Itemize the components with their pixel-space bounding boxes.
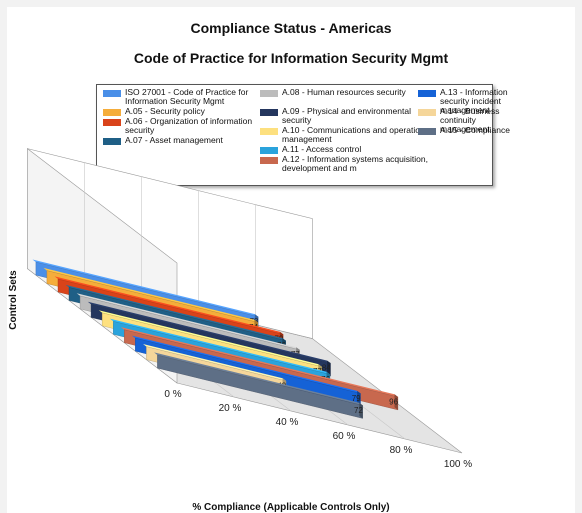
legend-label: A.13 - Information security incident man… — [440, 87, 508, 115]
legend-label: A.09 - Physical and environmental securi… — [282, 106, 411, 125]
legend-label: ISO 27001 - Code of Practice for Informa… — [125, 87, 249, 106]
x-tick-label: 20 % — [219, 403, 242, 414]
legend-item: A.14 - Business continuity management — [418, 107, 510, 134]
legend-swatch — [260, 90, 278, 97]
x-tick-label: 0 % — [164, 389, 181, 400]
legend-label: A.10 - Communications and operations man… — [282, 125, 429, 144]
x-axis-label: % Compliance (Applicable Controls Only) — [192, 502, 390, 513]
legend-swatch — [103, 138, 121, 145]
legend-label: A.06 - Organization of information secur… — [125, 116, 253, 135]
x-tick-label: 40 % — [276, 417, 299, 428]
bar-end — [359, 402, 363, 419]
legend-item: A.11 - Access control — [260, 145, 434, 154]
legend-label: A.12 - Information systems acquisition, … — [282, 154, 428, 173]
legend-label: A.11 - Access control — [282, 144, 362, 154]
legend-swatch — [260, 157, 278, 164]
bar-top — [76, 293, 300, 350]
chart-title: Compliance Status - Americas — [190, 20, 392, 36]
chart-legend: ISO 27001 - Code of Practice for Informa… — [96, 84, 510, 186]
bar-top — [32, 259, 259, 317]
bar-top — [120, 327, 398, 397]
legend-swatch — [260, 147, 278, 154]
legend-swatch — [103, 119, 121, 126]
legend-item: A.07 - Asset management — [103, 136, 275, 145]
y-axis-label: Control Sets — [8, 270, 19, 330]
legend-label: A.14 - Business continuity management — [440, 106, 500, 134]
bar-top — [154, 352, 363, 406]
bar-top — [109, 318, 330, 375]
legend-item: ISO 27001 - Code of Practice for Informa… — [103, 88, 275, 106]
legend-swatch — [260, 128, 278, 135]
legend-swatch — [260, 109, 278, 116]
x-tick-label: 80 % — [390, 445, 413, 456]
legend-label: A.05 - Security policy — [125, 106, 205, 116]
bar-top — [43, 267, 258, 323]
legend-item: A.12 - Information systems acquisition, … — [260, 155, 434, 173]
data-label: 79 — [352, 394, 361, 403]
legend-label: A.08 - Human resources security — [282, 87, 406, 97]
data-label: 84 — [322, 364, 331, 373]
bar-top — [87, 301, 331, 364]
chart-subtitle: Code of Practice for Information Securit… — [133, 50, 449, 66]
data-label: 96 — [389, 397, 398, 406]
bar-top — [143, 344, 286, 381]
bar-top — [98, 310, 322, 367]
legend-label: A.15 - Compliance — [440, 125, 510, 135]
legend-label: A.07 - Asset management — [125, 135, 223, 145]
bar-end — [327, 360, 331, 377]
legend-item: A.05 - Security policy — [103, 107, 275, 116]
bar-top — [131, 335, 361, 394]
legend-swatch — [418, 90, 436, 97]
legend-item: A.06 - Organization of information secur… — [103, 117, 275, 135]
legend-swatch — [418, 109, 436, 116]
legend-item: A.10 - Communications and operations man… — [260, 126, 434, 144]
x-tick-label: 60 % — [333, 431, 356, 442]
bar-top — [54, 276, 284, 335]
bar-top — [65, 284, 286, 341]
legend-swatch — [418, 128, 436, 135]
legend-swatch — [103, 90, 121, 97]
bar-end — [394, 394, 398, 410]
legend-item: A.09 - Physical and environmental securi… — [260, 107, 434, 125]
legend-swatch — [103, 109, 121, 116]
legend-item: A.08 - Human resources security — [260, 88, 434, 97]
x-tick-label: 100 % — [444, 459, 472, 470]
data-label: 72 — [354, 406, 363, 415]
legend-item: A.13 - Information security incident man… — [418, 88, 510, 115]
legend-item: A.15 - Compliance — [418, 126, 510, 135]
